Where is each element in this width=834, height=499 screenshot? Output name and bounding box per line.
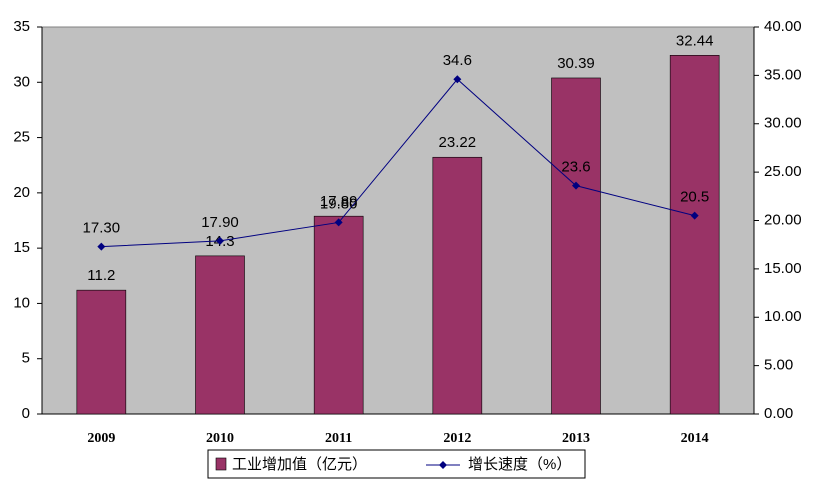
y2-tick-label: 5.00 [764, 357, 793, 374]
y2-tick-label: 30.00 [764, 115, 802, 132]
x-tick-label: 2012 [443, 431, 471, 446]
line-value-label: 17.30 [83, 220, 121, 237]
bar-value-label: 32.44 [676, 32, 714, 49]
line-value-label: 20.5 [680, 189, 709, 206]
bar-value-label: 30.39 [557, 55, 595, 72]
y-tick-label: 30 [13, 73, 30, 90]
line-value-label: 17.90 [201, 214, 239, 231]
line-value-label: 34.6 [443, 52, 472, 69]
line-marker [97, 242, 106, 251]
y-tick-label: 20 [13, 184, 30, 201]
bar-value-label: 17.89 [320, 193, 358, 210]
line-marker [690, 211, 699, 220]
x-tick-label: 2014 [681, 431, 709, 446]
legend-label: 增长速度（%） [468, 456, 571, 473]
x-tick-label: 2010 [206, 431, 234, 446]
line-value-label: 19.80 [320, 195, 358, 212]
bar [432, 156, 483, 415]
bar [669, 55, 720, 415]
bar [195, 255, 245, 415]
plot-area [41, 26, 755, 415]
y-tick-label: 25 [13, 129, 30, 146]
y2-tick-label: 10.00 [764, 308, 802, 325]
y-tick-label: 15 [13, 239, 30, 256]
y-tick-label: 35 [13, 18, 30, 35]
line-marker [216, 236, 224, 245]
bar [313, 215, 364, 415]
line [101, 78, 695, 248]
y-tick-label: 0 [22, 405, 30, 422]
y2-tick-label: 15.00 [764, 260, 802, 277]
bar-value-label: 11.2 [87, 267, 115, 284]
y2-tick-label: 40.00 [764, 18, 802, 35]
legend-swatch [215, 457, 227, 471]
y2-tick-label: 0.00 [764, 405, 793, 422]
x-tick-label: 2013 [562, 431, 590, 446]
legend [207, 449, 586, 479]
line-marker [334, 218, 343, 227]
bar [76, 289, 127, 415]
y-tick-label: 10 [13, 294, 30, 311]
legend-label: 工业增加值（亿元） [232, 456, 367, 473]
x-tick-label: 2011 [325, 431, 352, 446]
y2-tick-label: 25.00 [764, 163, 802, 180]
y-tick-label: 5 [22, 350, 30, 367]
legend-marker [439, 461, 447, 469]
bar-value-label: 23.22 [439, 134, 477, 151]
line-marker [572, 181, 580, 190]
line-value-label: 23.6 [561, 159, 590, 176]
bar [551, 77, 601, 415]
x-tick-label: 2009 [87, 431, 115, 446]
y2-tick-label: 20.00 [764, 211, 802, 228]
line-marker [453, 75, 462, 84]
y2-tick-label: 35.00 [764, 66, 802, 83]
